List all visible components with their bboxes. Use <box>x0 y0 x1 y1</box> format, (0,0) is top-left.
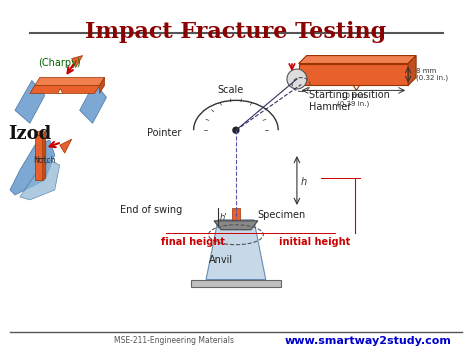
Polygon shape <box>206 220 266 279</box>
Polygon shape <box>43 131 46 180</box>
Text: End of swing: End of swing <box>120 205 182 215</box>
Polygon shape <box>80 82 107 123</box>
Polygon shape <box>58 88 63 93</box>
Polygon shape <box>299 64 408 86</box>
Text: h: h <box>301 177 307 187</box>
Polygon shape <box>72 56 82 67</box>
Polygon shape <box>35 77 105 86</box>
Text: Notch: Notch <box>33 155 55 165</box>
Text: Hammer: Hammer <box>309 102 351 112</box>
Polygon shape <box>100 77 105 93</box>
Text: Pointer: Pointer <box>147 128 181 138</box>
Text: (Charpy): (Charpy) <box>38 58 81 67</box>
Polygon shape <box>10 140 55 195</box>
Text: Impact Fracture Testing: Impact Fracture Testing <box>85 21 386 43</box>
Text: Starting position: Starting position <box>309 91 390 100</box>
Polygon shape <box>20 160 60 200</box>
Bar <box>191 279 281 288</box>
Text: h': h' <box>220 213 228 222</box>
Circle shape <box>233 127 239 133</box>
Text: 10 mm
(0.39 in.): 10 mm (0.39 in.) <box>337 93 370 107</box>
Text: Scale: Scale <box>218 86 244 95</box>
Text: www.smartway2study.com: www.smartway2study.com <box>285 336 452 346</box>
Polygon shape <box>35 131 46 135</box>
Polygon shape <box>35 135 43 180</box>
Text: Specimen: Specimen <box>258 210 306 220</box>
Text: final height: final height <box>161 237 225 247</box>
Text: 8 mm
(0.32 in.): 8 mm (0.32 in.) <box>416 68 448 81</box>
Text: MSE-211-Engineering Materials: MSE-211-Engineering Materials <box>114 336 234 345</box>
Bar <box>232 208 240 222</box>
Circle shape <box>287 69 307 89</box>
Text: initial height: initial height <box>279 237 350 247</box>
Polygon shape <box>60 139 72 153</box>
Polygon shape <box>30 86 100 93</box>
Polygon shape <box>299 56 416 64</box>
Polygon shape <box>408 56 416 86</box>
Polygon shape <box>15 81 45 123</box>
Polygon shape <box>214 221 258 230</box>
Text: Izod: Izod <box>8 125 51 143</box>
Text: Anvil: Anvil <box>209 255 233 264</box>
